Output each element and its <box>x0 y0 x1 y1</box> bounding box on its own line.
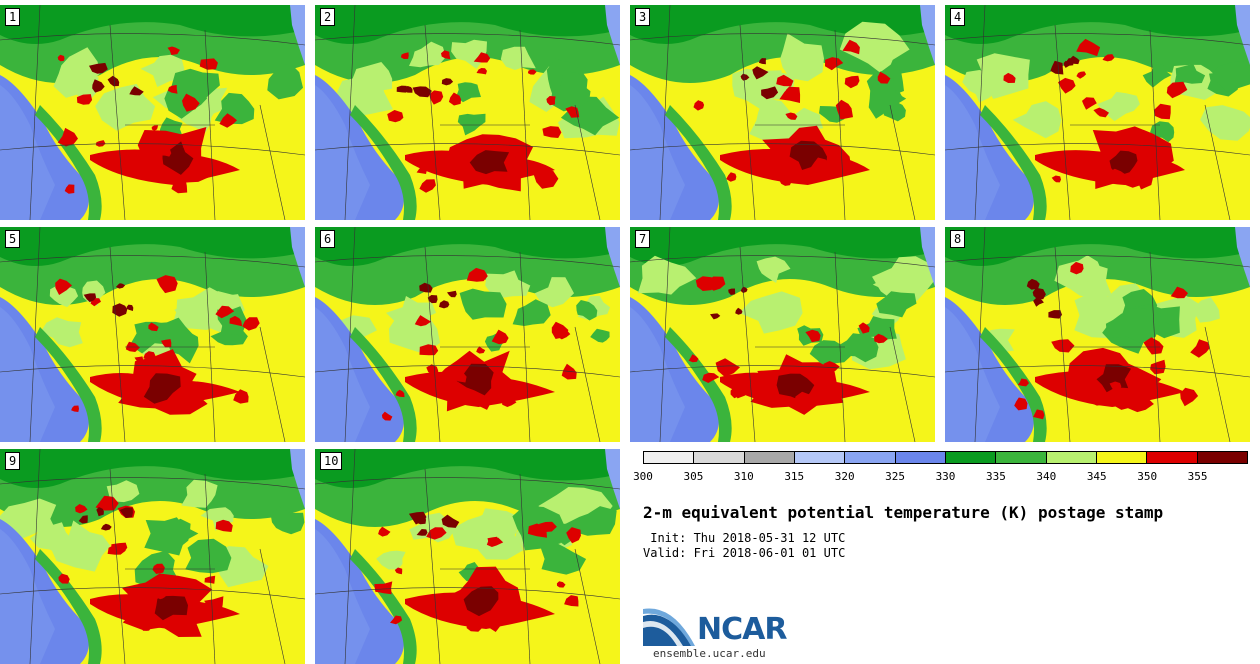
member-panel: 7 <box>630 227 935 442</box>
colorbar-swatch <box>794 452 846 463</box>
member-panel: 4 <box>945 5 1250 220</box>
logo-name: NCAR <box>697 612 787 647</box>
map-field <box>630 227 935 442</box>
member-panel: 3 <box>630 5 935 220</box>
colorbar-tick-label: 320 <box>834 470 855 483</box>
member-panel: 10 <box>315 449 620 664</box>
colorbar-tick-label: 355 <box>1187 470 1208 483</box>
figure-title: 2-m equivalent potential temperature (K)… <box>643 503 1164 522</box>
logo-url: ensemble.ucar.edu <box>653 647 766 660</box>
member-number-label: 5 <box>5 230 21 248</box>
valid-time: Valid: Fri 2018-06-01 01 UTC <box>643 546 846 560</box>
colorbar-tick-label: 310 <box>733 470 754 483</box>
colorbar-tick-label: 335 <box>985 470 1006 483</box>
colorbar-swatch <box>1046 452 1097 463</box>
map-field <box>0 5 305 220</box>
colorbar-tick-label: 330 <box>935 470 956 483</box>
colorbar-swatch <box>1096 452 1148 463</box>
member-number-label: 3 <box>635 8 651 26</box>
member-number-label: 9 <box>5 452 21 470</box>
member-number-label: 7 <box>635 230 651 248</box>
member-panel: 9 <box>0 449 305 664</box>
colorbar-swatch <box>1147 452 1198 463</box>
member-panel: 1 <box>0 5 305 220</box>
map-field <box>0 449 305 664</box>
colorbar-swatch <box>845 452 896 463</box>
colorbar-swatch <box>945 452 997 463</box>
colorbar-tick-label: 305 <box>683 470 704 483</box>
map-field <box>0 227 305 442</box>
map-field <box>315 449 620 664</box>
colorbar-swatch <box>895 452 946 463</box>
colorbar-tick-label: 340 <box>1036 470 1057 483</box>
member-number-label: 2 <box>320 8 336 26</box>
init-time: Init: Thu 2018-05-31 12 UTC <box>643 531 846 545</box>
colorbar-swatch <box>996 452 1047 463</box>
member-panel: 6 <box>315 227 620 442</box>
colorbar-tick-label: 325 <box>885 470 906 483</box>
map-field <box>315 5 620 220</box>
colorbar-tick-label: 300 <box>633 470 653 483</box>
colorbar-tick-label: 345 <box>1086 470 1107 483</box>
colorbar-tick-label: 315 <box>784 470 805 483</box>
ncar-logo-icon <box>643 608 695 646</box>
member-number-label: 6 <box>320 230 336 248</box>
member-number-label: 1 <box>5 8 21 26</box>
colorbar-swatch <box>694 452 745 463</box>
member-panel: 2 <box>315 5 620 220</box>
member-panel: 5 <box>0 227 305 442</box>
map-field <box>945 5 1250 220</box>
member-number-label: 4 <box>950 8 966 26</box>
map-field <box>630 5 935 220</box>
colorbar <box>643 451 1248 464</box>
member-number-label: 8 <box>950 230 966 248</box>
member-panel: 8 <box>945 227 1250 442</box>
colorbar-swatch <box>1197 452 1247 463</box>
colorbar-swatch <box>744 452 795 463</box>
colorbar-swatch <box>644 452 695 463</box>
map-field <box>945 227 1250 442</box>
member-number-label: 10 <box>320 452 343 470</box>
colorbar-tick-label: 350 <box>1137 470 1158 483</box>
map-field <box>315 227 620 442</box>
